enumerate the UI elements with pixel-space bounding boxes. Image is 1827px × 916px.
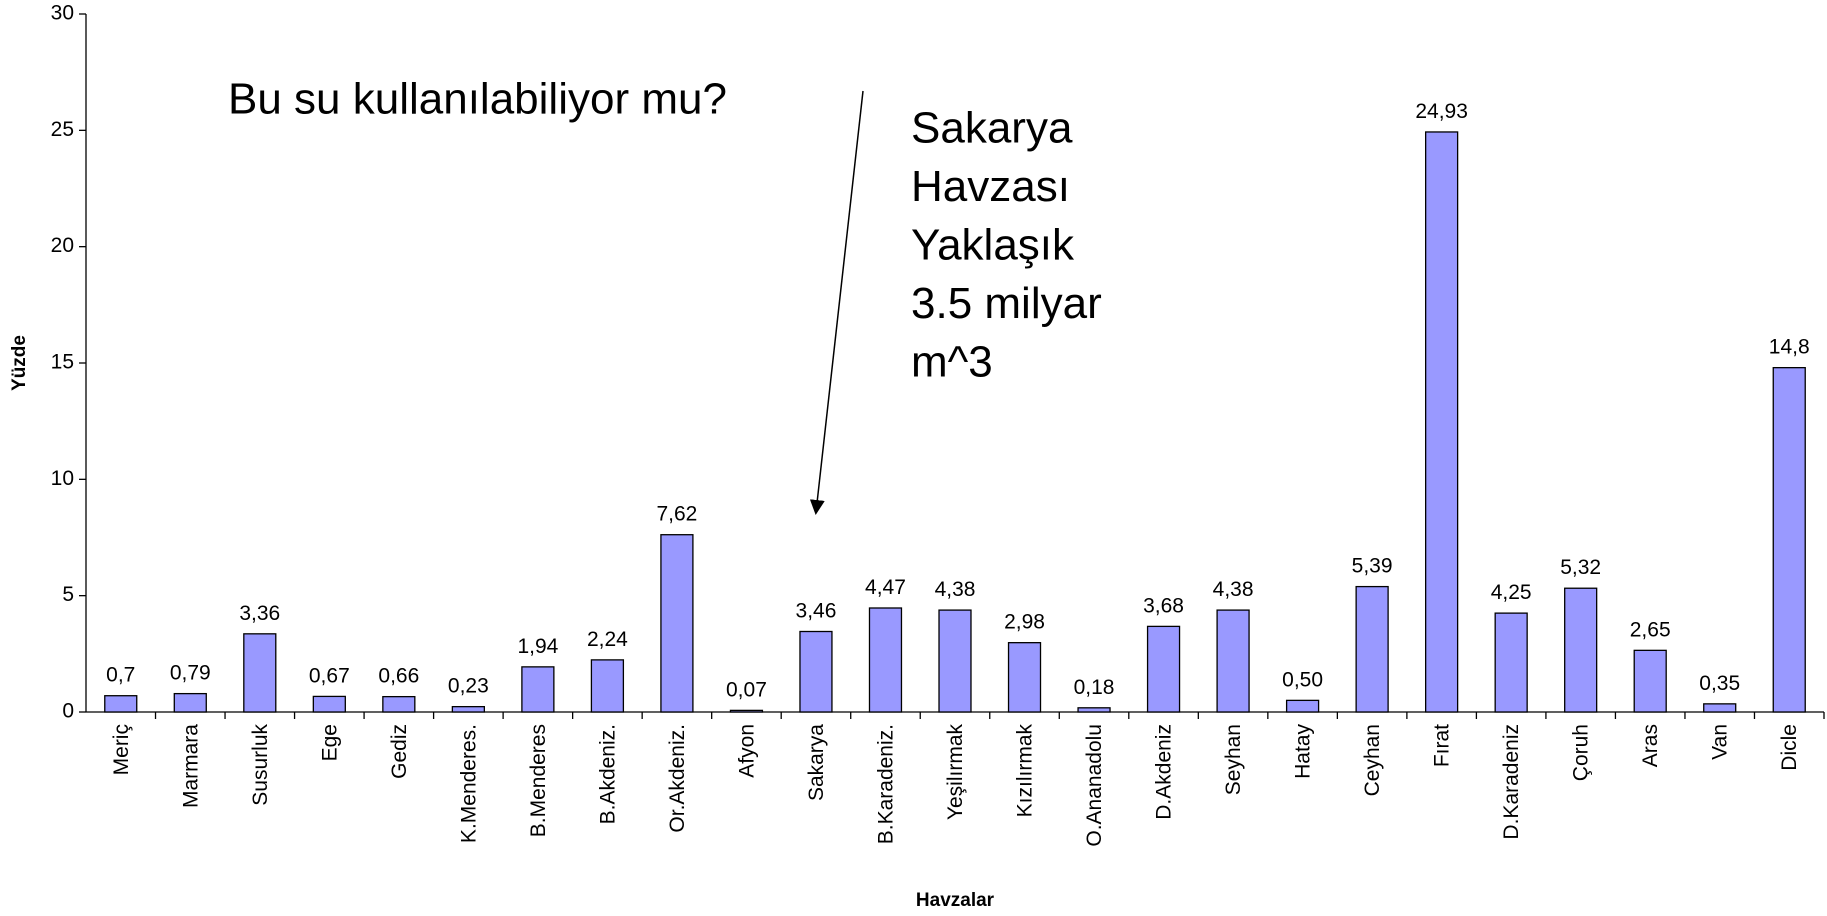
data-label: 7,62 (656, 503, 697, 526)
data-label: 3,68 (1143, 594, 1184, 617)
bar (1564, 587, 1598, 713)
x-axis-label: Havzalar (916, 890, 995, 911)
data-label: 2,65 (1630, 618, 1671, 641)
data-label: 24,93 (1415, 100, 1468, 123)
bar (1007, 642, 1042, 713)
bar (729, 709, 764, 713)
bar (590, 659, 625, 713)
data-label: 0,66 (378, 665, 419, 688)
data-label: 5,32 (1560, 556, 1601, 579)
bar (312, 695, 346, 713)
x-tick-label: Marmara (179, 724, 202, 808)
y-axis-label: Yüzde (9, 335, 30, 391)
bar (104, 695, 138, 713)
data-label: 4,47 (865, 576, 906, 599)
data-label: 0,07 (726, 678, 767, 701)
y-tick-label: 25 (51, 118, 74, 141)
annotation: 3.5 milyar (911, 279, 1102, 328)
x-tick-label: Ceyhan (1361, 724, 1384, 796)
data-label: 0,7 (106, 664, 135, 687)
x-tick-label: Fırat (1431, 724, 1454, 767)
annotation: Sakarya (911, 104, 1073, 153)
x-tick-label: Ege (318, 724, 341, 761)
x-tick-label: Meriç (110, 724, 133, 775)
arrow (809, 90, 864, 515)
data-label: 4,38 (935, 578, 976, 601)
bar (938, 609, 972, 713)
data-label: 4,38 (1213, 578, 1254, 601)
x-tick-label: B.Karadeniz. (874, 724, 897, 844)
annotation: Bu su kullanılabiliyor mu? (228, 75, 727, 124)
data-label: 2,98 (1004, 611, 1045, 634)
data-label: 3,46 (796, 599, 837, 622)
bar (660, 534, 694, 713)
x-tick-label: Çoruh (1570, 724, 1593, 781)
y-tick-label: 15 (51, 351, 74, 374)
y-tick-label: 0 (62, 700, 74, 723)
data-label: 14,8 (1769, 336, 1810, 359)
bar (173, 692, 207, 713)
data-label: 0,35 (1699, 672, 1740, 695)
y-tick-label: 20 (51, 234, 74, 257)
x-tick-label: Yeşilırmak (944, 724, 967, 821)
bar (1216, 609, 1250, 713)
bar (1772, 367, 1806, 713)
data-label: 0,79 (170, 662, 211, 685)
data-label: 5,39 (1352, 555, 1393, 578)
x-tick-label: O.Ananadolu (1083, 724, 1106, 847)
x-tick-label: Aras (1639, 724, 1662, 767)
bar (1494, 612, 1528, 713)
x-tick-label: Or.Akdeniz. (666, 724, 689, 833)
x-tick-label: Van (1709, 724, 1732, 760)
data-label: 2,24 (587, 628, 628, 651)
data-label: 4,25 (1491, 581, 1532, 604)
bar (868, 607, 903, 713)
x-tick-label: Afyon (735, 724, 758, 778)
bar (1077, 707, 1111, 713)
x-tick-label: Susurluk (249, 724, 272, 806)
bar (1633, 649, 1667, 713)
x-tick-label: B.Akdeniz. (596, 724, 619, 824)
x-tick-label: B.Menderes (527, 724, 550, 837)
annotation: Yaklaşık (911, 221, 1075, 270)
x-tick-label: Gediz (388, 724, 411, 779)
bar (451, 705, 485, 713)
bar (1355, 585, 1389, 713)
annotation: Havzası (911, 162, 1070, 211)
annotation: m^3 (911, 338, 993, 387)
x-tick-label: Seyhan (1222, 724, 1245, 795)
x-tick-label: Sakarya (805, 724, 828, 801)
bar (243, 633, 277, 713)
y-tick-label: 10 (51, 467, 74, 490)
data-label: 3,36 (239, 602, 280, 625)
data-label: 0,18 (1074, 676, 1115, 699)
data-label: 0,67 (309, 664, 350, 687)
data-label: 0,23 (448, 675, 489, 698)
bar (382, 695, 416, 713)
x-tick-label: D.Karadeniz (1500, 724, 1523, 840)
x-tick-label: Hatay (1292, 724, 1315, 779)
data-label: 0,50 (1282, 668, 1323, 691)
x-tick-label: Dicle (1778, 724, 1801, 771)
x-tick-label: D.Akdeniz (1153, 724, 1176, 820)
bar (799, 630, 833, 713)
y-tick-label: 30 (51, 2, 74, 25)
y-tick-label: 5 (62, 583, 74, 606)
bar (1425, 131, 1459, 713)
data-label: 1,94 (517, 635, 558, 658)
bar (1146, 625, 1181, 713)
x-tick-label: K.Menderes. (457, 724, 480, 843)
bar (1285, 699, 1320, 713)
bar (521, 666, 555, 713)
bar (1703, 703, 1737, 713)
x-tick-label: Kızılırmak (1014, 724, 1037, 818)
